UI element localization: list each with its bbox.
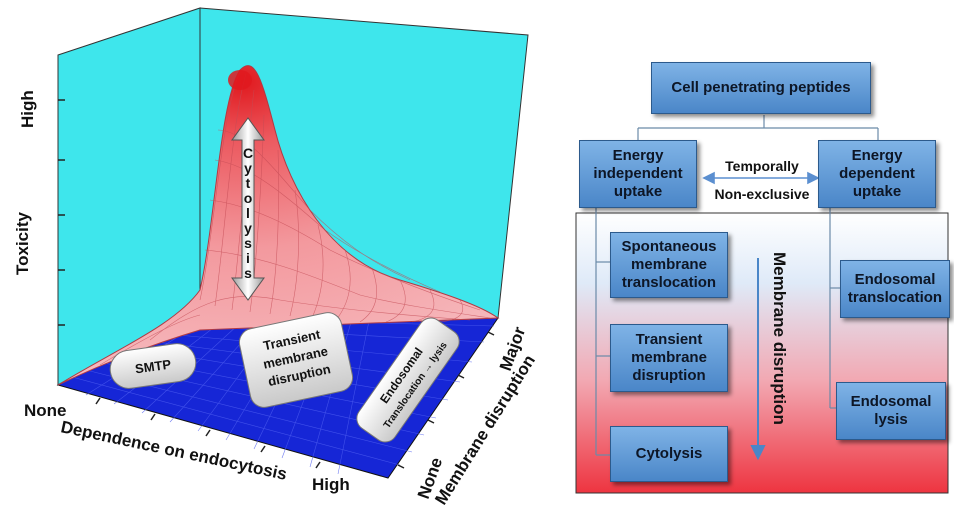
x-axis-none-label: None	[24, 401, 67, 420]
y-axis-high-label: High	[18, 90, 37, 128]
x-axis-ticks	[95, 397, 321, 469]
endosomal-translocation-box: Endosomal translocation	[840, 260, 950, 318]
x-axis-high-label: High	[312, 475, 350, 494]
smtp-label: SMTP	[134, 357, 172, 377]
membrane-disruption-arrow	[750, 258, 766, 461]
cytolysis-box: Cytolysis	[610, 426, 728, 482]
diagram-connectors	[595, 115, 879, 456]
surface-mesh	[99, 71, 491, 366]
membrane-disruption-label: Membrane disruption	[770, 252, 789, 425]
transient-membrane-disruption-box: Transient membrane disruption	[610, 324, 728, 392]
energy-independent-uptake-box: Energy independent uptake	[579, 140, 697, 208]
cytolysis-arrow	[231, 117, 265, 301]
z-axis-ticks	[397, 331, 495, 469]
y-axis-ticks	[58, 99, 65, 326]
cell-penetrating-peptides-box: Cell penetrating peptides	[651, 62, 871, 114]
temporal-arrow	[702, 171, 820, 185]
smtp-pill: SMTP	[109, 343, 197, 389]
y-axis-title: Toxicity	[13, 211, 32, 275]
transient-membrane-pill: Transient membrane disruption	[238, 312, 354, 408]
spontaneous-membrane-translocation-box: Spontaneous membrane translocation	[610, 232, 728, 298]
endosomal-lysis-box: Endosomal lysis	[836, 382, 946, 440]
energy-dependent-uptake-box: Energy dependent uptake	[818, 140, 936, 208]
temporally-label: Temporally	[725, 158, 799, 174]
non-exclusive-label: Non-exclusive	[714, 186, 810, 202]
